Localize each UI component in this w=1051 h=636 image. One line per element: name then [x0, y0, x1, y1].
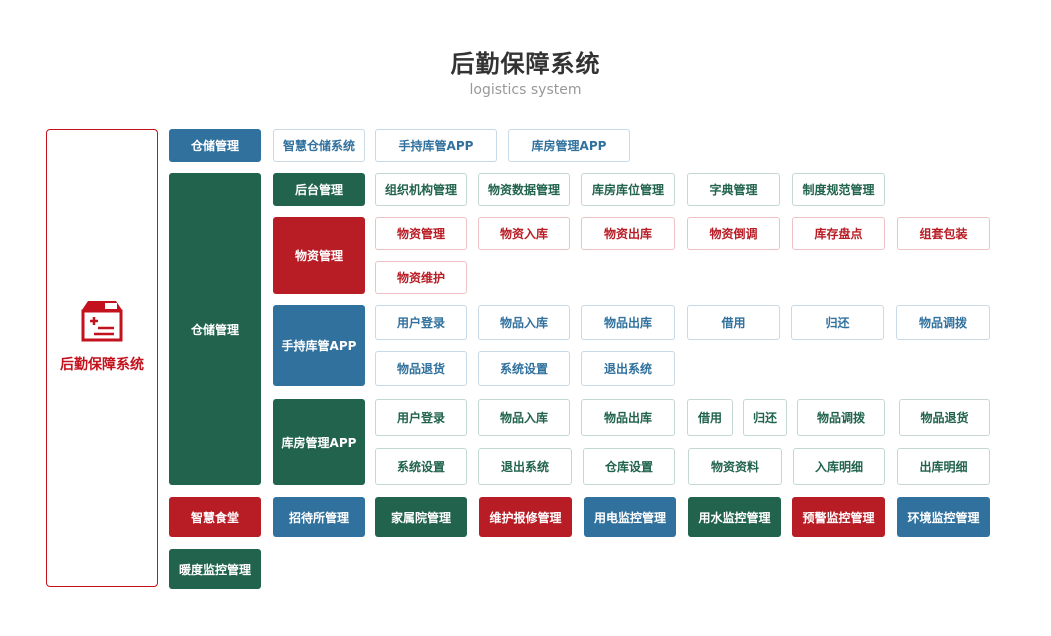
backend-item[interactable]: 字典管理 — [687, 173, 780, 206]
group-material[interactable]: 物资管理 — [273, 217, 365, 294]
handheld-item[interactable]: 物品入库 — [478, 305, 570, 340]
storeroom-item[interactable]: 入库明细 — [793, 448, 885, 485]
material-item[interactable]: 库存盘点 — [792, 217, 885, 250]
backend-item[interactable]: 制度规范管理 — [792, 173, 885, 206]
category-warehouse-mgmt[interactable]: 仓储管理 — [169, 173, 261, 485]
root-node[interactable]: 后勤保障系统 — [46, 129, 158, 587]
backend-item[interactable]: 组织机构管理 — [375, 173, 467, 206]
storeroom-item[interactable]: 物品入库 — [478, 399, 570, 436]
storeroom-item[interactable]: 用户登录 — [375, 399, 467, 436]
material-item[interactable]: 组套包装 — [897, 217, 990, 250]
module-guesthouse[interactable]: 招待所管理 — [273, 497, 365, 537]
storeroom-item[interactable]: 借用 — [687, 399, 733, 436]
material-item[interactable]: 物资入库 — [478, 217, 570, 250]
storeroom-item[interactable]: 物品退货 — [899, 399, 990, 436]
page-title: 后勤保障系统 — [450, 50, 601, 78]
storeroom-item[interactable]: 物资资料 — [688, 448, 782, 485]
storeroom-item[interactable]: 退出系统 — [478, 448, 572, 485]
root-label: 后勤保障系统 — [60, 357, 144, 373]
storeroom-item[interactable]: 系统设置 — [375, 448, 467, 485]
category-warehouse[interactable]: 仓储管理 — [169, 129, 261, 162]
handheld-item[interactable]: 借用 — [687, 305, 780, 340]
module-heating-monitor[interactable]: 暖度监控管理 — [169, 549, 261, 589]
material-item[interactable]: 物资维护 — [375, 261, 467, 294]
module-environment-monitor[interactable]: 环境监控管理 — [897, 497, 990, 537]
module-water-monitor[interactable]: 用水监控管理 — [688, 497, 781, 537]
material-item[interactable]: 物资倒调 — [687, 217, 780, 250]
module-maintenance[interactable]: 维护报修管理 — [479, 497, 572, 537]
handheld-item[interactable]: 物品退货 — [375, 351, 467, 386]
module-power-monitor[interactable]: 用电监控管理 — [584, 497, 676, 537]
backend-item[interactable]: 物资数据管理 — [478, 173, 570, 206]
group-storeroom-app[interactable]: 库房管理APP — [273, 399, 365, 485]
storeroom-item[interactable]: 出库明细 — [897, 448, 990, 485]
group-handheld-app[interactable]: 手持库管APP — [273, 305, 365, 386]
item-storeroom-app[interactable]: 库房管理APP — [508, 129, 630, 162]
handheld-item[interactable]: 归还 — [791, 305, 884, 340]
group-backend[interactable]: 后台管理 — [273, 173, 365, 206]
module-smart-canteen[interactable]: 智慧食堂 — [169, 497, 261, 537]
material-item[interactable]: 物资管理 — [375, 217, 467, 250]
material-item[interactable]: 物资出库 — [581, 217, 675, 250]
handheld-item[interactable]: 物品出库 — [581, 305, 675, 340]
item-handheld-app[interactable]: 手持库管APP — [375, 129, 497, 162]
storeroom-item[interactable]: 仓库设置 — [583, 448, 675, 485]
handheld-item[interactable]: 用户登录 — [375, 305, 467, 340]
handheld-item[interactable]: 系统设置 — [478, 351, 570, 386]
module-alert-monitor[interactable]: 预警监控管理 — [792, 497, 885, 537]
page-subtitle: logistics system — [469, 82, 582, 98]
handheld-item[interactable]: 物品调拨 — [896, 305, 990, 340]
storeroom-item[interactable]: 物品出库 — [581, 399, 675, 436]
handheld-item[interactable]: 退出系统 — [581, 351, 675, 386]
storeroom-item[interactable]: 物品调拨 — [797, 399, 885, 436]
module-family-compound[interactable]: 家属院管理 — [375, 497, 467, 537]
item-smart-warehouse[interactable]: 智慧仓储系统 — [273, 129, 365, 162]
medical-box-icon — [81, 301, 123, 342]
backend-item[interactable]: 库房库位管理 — [581, 173, 675, 206]
storeroom-item[interactable]: 归还 — [743, 399, 787, 436]
